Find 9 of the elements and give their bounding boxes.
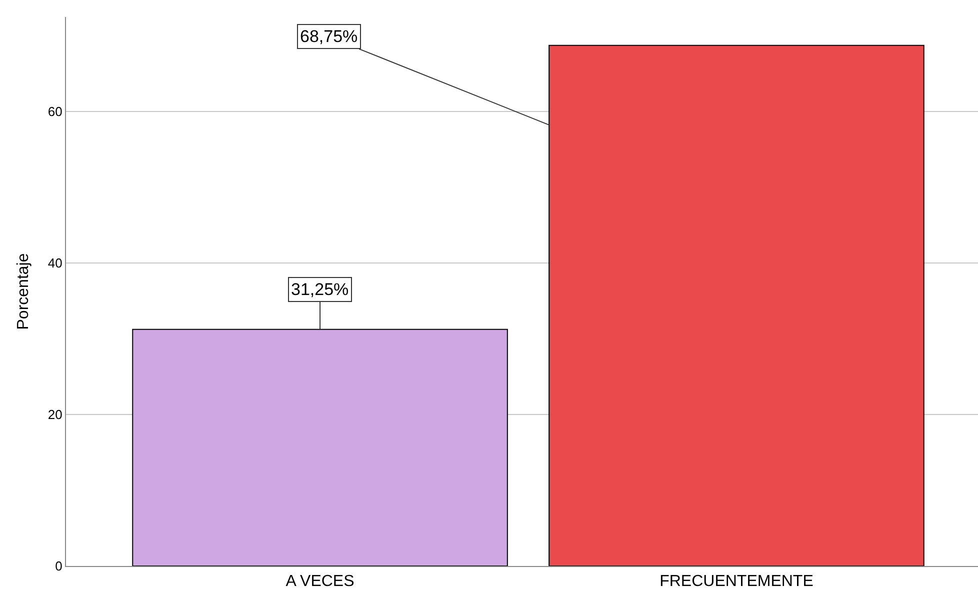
data-label: 31,25% xyxy=(291,280,349,299)
y-tick-label: 40 xyxy=(48,256,62,271)
x-tick-label: A VECES xyxy=(286,573,354,590)
y-tick-label: 60 xyxy=(48,104,62,120)
y-axis-title: Porcentaje xyxy=(14,253,32,330)
y-tick-label: 20 xyxy=(48,407,62,422)
y-tick-label: 0 xyxy=(55,558,62,574)
x-tick-label: FRECUENTEMENTE xyxy=(660,573,814,590)
data-label: 68,75% xyxy=(300,27,358,46)
